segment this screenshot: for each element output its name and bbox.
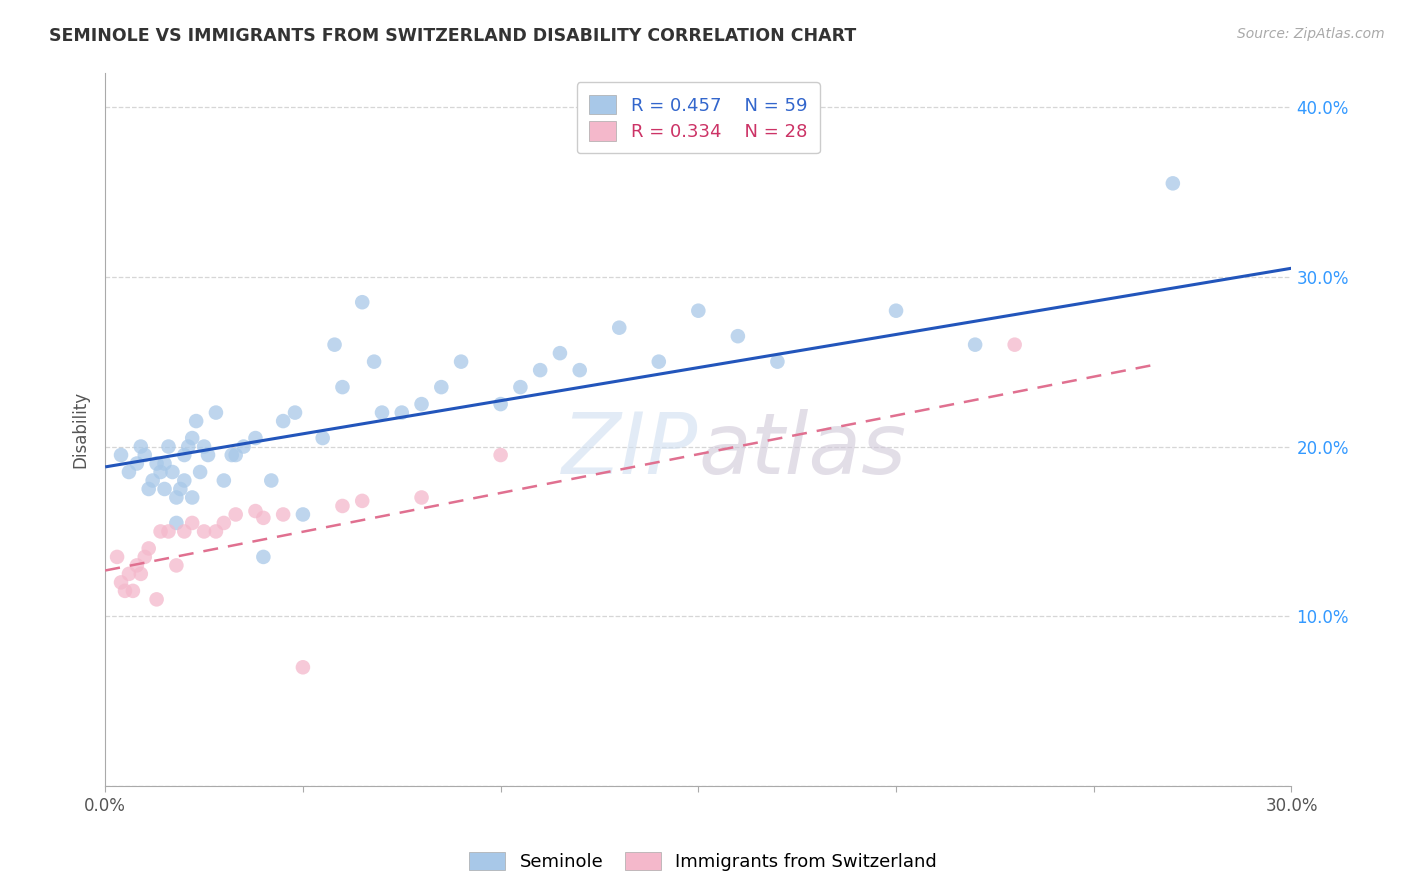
Point <box>884 303 907 318</box>
Point <box>489 448 512 462</box>
Point <box>165 491 187 505</box>
Point <box>129 566 152 581</box>
Point <box>181 516 204 530</box>
Point <box>284 406 307 420</box>
Point <box>245 431 267 445</box>
Point <box>138 541 160 556</box>
Point <box>1161 177 1184 191</box>
Point <box>197 448 219 462</box>
Point <box>965 337 987 351</box>
Point <box>186 414 208 428</box>
Point <box>489 397 512 411</box>
Point <box>142 474 165 488</box>
Point <box>363 354 385 368</box>
Point <box>291 508 314 522</box>
Point <box>181 491 204 505</box>
Point <box>125 558 148 573</box>
Point <box>509 380 531 394</box>
Point <box>332 380 354 394</box>
Point <box>118 566 141 581</box>
Point <box>252 549 274 564</box>
Point <box>260 474 283 488</box>
Point <box>134 549 156 564</box>
Point <box>193 440 215 454</box>
Point <box>110 575 132 590</box>
Point <box>118 465 141 479</box>
Point <box>181 431 204 445</box>
Point <box>312 431 335 445</box>
Text: Source: ZipAtlas.com: Source: ZipAtlas.com <box>1237 27 1385 41</box>
Point <box>173 448 195 462</box>
Legend: R = 0.457    N = 59, R = 0.334    N = 28: R = 0.457 N = 59, R = 0.334 N = 28 <box>576 82 820 153</box>
Point <box>193 524 215 539</box>
Point <box>411 491 433 505</box>
Point <box>114 583 136 598</box>
Point <box>165 516 187 530</box>
Point <box>391 406 413 420</box>
Point <box>232 440 254 454</box>
Point <box>125 457 148 471</box>
Point <box>323 337 346 351</box>
Point <box>225 508 247 522</box>
Point <box>149 465 172 479</box>
Point <box>411 397 433 411</box>
Point <box>149 524 172 539</box>
Point <box>252 511 274 525</box>
Point <box>162 465 184 479</box>
Point <box>271 414 294 428</box>
Point <box>145 457 167 471</box>
Text: atlas: atlas <box>699 409 907 492</box>
Point <box>173 474 195 488</box>
Point <box>157 524 180 539</box>
Point <box>607 320 630 334</box>
Point <box>245 504 267 518</box>
Point <box>352 494 374 508</box>
Point <box>177 440 200 454</box>
Point <box>165 558 187 573</box>
Point <box>153 457 176 471</box>
Point <box>727 329 749 343</box>
Text: ZIP: ZIP <box>562 409 699 492</box>
Point <box>1004 337 1026 351</box>
Point <box>225 448 247 462</box>
Legend: Seminole, Immigrants from Switzerland: Seminole, Immigrants from Switzerland <box>461 845 945 879</box>
Point <box>371 406 394 420</box>
Point <box>450 354 472 368</box>
Y-axis label: Disability: Disability <box>72 391 89 468</box>
Point <box>205 524 228 539</box>
Point <box>766 354 789 368</box>
Point <box>129 440 152 454</box>
Point <box>173 524 195 539</box>
Point <box>529 363 551 377</box>
Point <box>157 440 180 454</box>
Point <box>145 592 167 607</box>
Point <box>122 583 145 598</box>
Point <box>188 465 211 479</box>
Point <box>212 474 235 488</box>
Point <box>110 448 132 462</box>
Point <box>332 499 354 513</box>
Point <box>134 448 156 462</box>
Text: SEMINOLE VS IMMIGRANTS FROM SWITZERLAND DISABILITY CORRELATION CHART: SEMINOLE VS IMMIGRANTS FROM SWITZERLAND … <box>49 27 856 45</box>
Point <box>291 660 314 674</box>
Point <box>212 516 235 530</box>
Point <box>430 380 453 394</box>
Point <box>138 482 160 496</box>
Point <box>205 406 228 420</box>
Point <box>153 482 176 496</box>
Point <box>352 295 374 310</box>
Point <box>548 346 571 360</box>
Point <box>568 363 591 377</box>
Point <box>648 354 671 368</box>
Point <box>169 482 191 496</box>
Point <box>105 549 128 564</box>
Point <box>688 303 710 318</box>
Point <box>221 448 243 462</box>
Point <box>271 508 294 522</box>
